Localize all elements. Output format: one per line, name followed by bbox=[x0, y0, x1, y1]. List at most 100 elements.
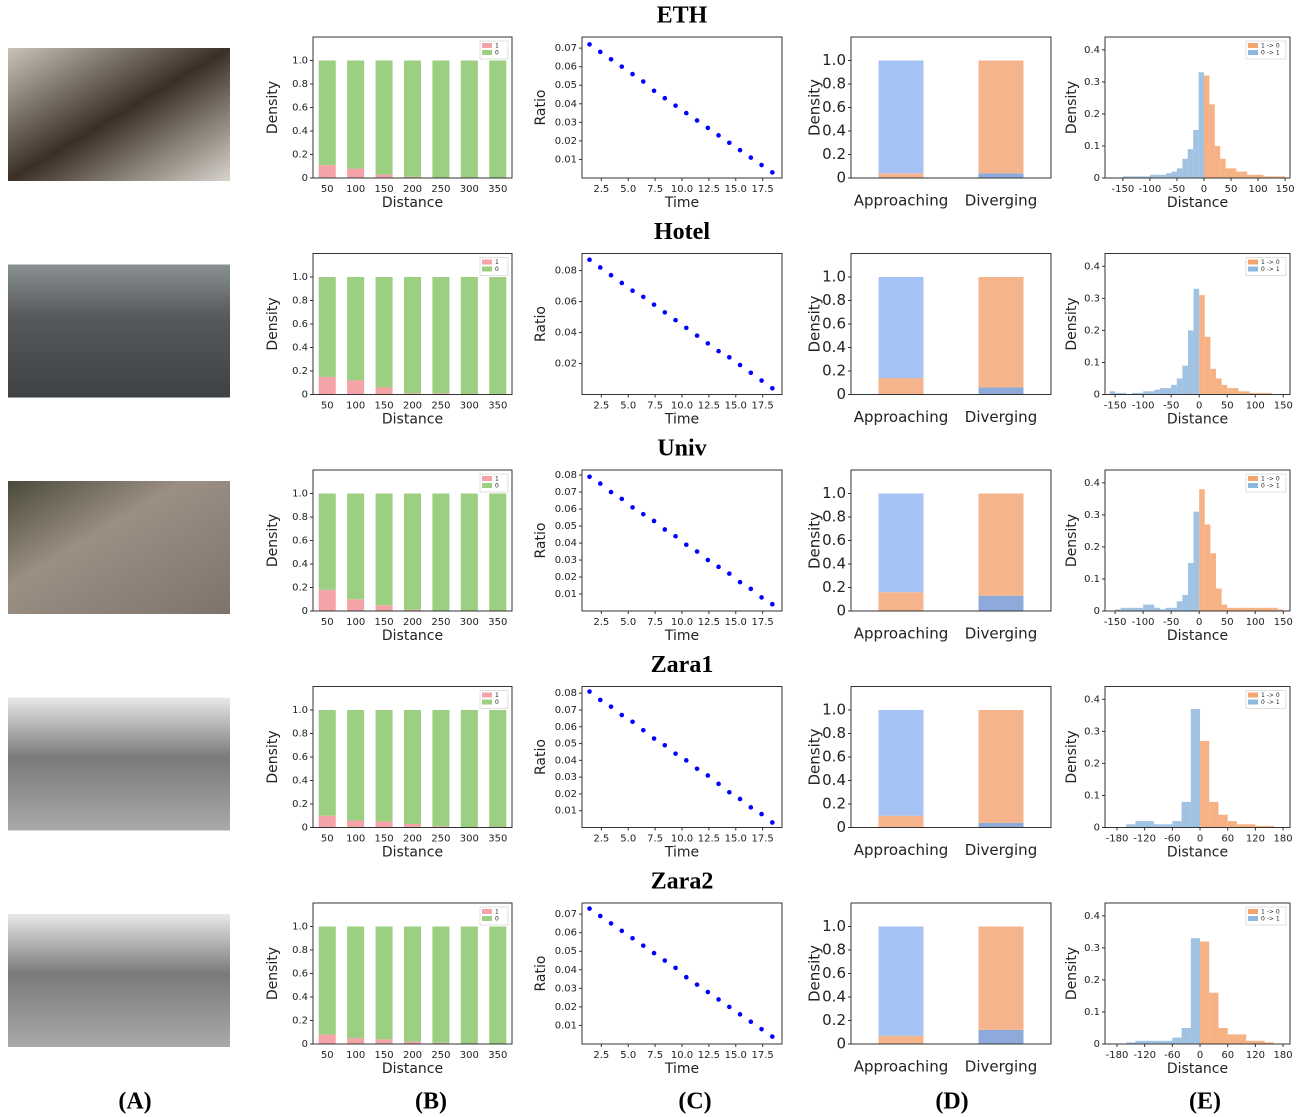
x-tick-label: 100 bbox=[1246, 401, 1265, 412]
y-tick-label: 0.08 bbox=[555, 688, 577, 699]
y-tick-label: 0.02 bbox=[555, 1002, 577, 1013]
y-tick-label: 0.2 bbox=[292, 1016, 308, 1027]
x-tick-label: 15.0 bbox=[725, 401, 747, 412]
scatter-point bbox=[684, 542, 689, 547]
scatter-point bbox=[684, 111, 689, 116]
y-axis-label: Ratio bbox=[533, 306, 549, 342]
y-tick-label: 0.4 bbox=[822, 338, 846, 356]
histogram-bar bbox=[1154, 390, 1160, 395]
x-tick-label: Approaching bbox=[854, 841, 948, 859]
scatter-point bbox=[770, 820, 775, 825]
bar-segment bbox=[376, 387, 393, 394]
x-tick-label: -150 bbox=[1104, 401, 1127, 412]
scatter-point bbox=[759, 595, 764, 600]
x-tick-label: 150 bbox=[375, 184, 394, 195]
scatter-point bbox=[684, 326, 689, 331]
legend-swatch bbox=[1248, 50, 1258, 55]
scatter-point bbox=[706, 341, 711, 346]
legend-swatch bbox=[482, 260, 492, 265]
bar-segment bbox=[319, 816, 336, 828]
bar-segment bbox=[319, 590, 336, 611]
scatter-point bbox=[759, 812, 764, 817]
x-axis-label: Distance bbox=[382, 412, 443, 428]
x-tick-label: 5.0 bbox=[620, 184, 636, 195]
x-axis-label: Distance bbox=[1167, 1061, 1228, 1077]
y-tick-label: 0.2 bbox=[1084, 975, 1100, 986]
y-tick-label: 0.07 bbox=[555, 487, 577, 498]
y-tick-label: 0.05 bbox=[555, 521, 577, 532]
y-tick-label: 0.01 bbox=[555, 806, 577, 817]
bar-segment bbox=[879, 494, 924, 593]
chart-panel: Univ0.010.020.030.040.050.060.070.082.55… bbox=[533, 436, 782, 645]
legend-label: 0 bbox=[495, 50, 499, 57]
y-tick-label: 1.0 bbox=[822, 917, 846, 935]
scatter-point bbox=[662, 96, 667, 101]
bar-segment bbox=[879, 816, 924, 828]
y-axis-label: Density bbox=[265, 947, 281, 1000]
y-tick-label: 0.4 bbox=[292, 992, 308, 1003]
scatter-point bbox=[770, 1034, 775, 1039]
scatter-point bbox=[716, 997, 721, 1002]
y-tick-label: 0.07 bbox=[555, 705, 577, 716]
y-tick-label: 0.05 bbox=[555, 80, 577, 91]
scatter-point bbox=[716, 349, 721, 354]
scatter-point bbox=[641, 943, 646, 948]
scatter-point bbox=[706, 773, 711, 778]
y-tick-label: 0.4 bbox=[292, 559, 308, 570]
histogram-bar bbox=[1172, 821, 1181, 827]
y-tick-label: 0.1 bbox=[1084, 574, 1100, 585]
x-tick-label: 250 bbox=[431, 401, 450, 412]
legend-swatch bbox=[482, 483, 492, 488]
histogram-bar bbox=[1188, 563, 1194, 611]
x-tick-label: -120 bbox=[1133, 834, 1156, 845]
scatter-point bbox=[652, 302, 657, 307]
y-tick-label: 0.2 bbox=[822, 795, 846, 813]
legend-swatch bbox=[482, 916, 492, 921]
x-tick-label: Diverging bbox=[965, 1058, 1037, 1076]
bar-segment bbox=[347, 1038, 364, 1044]
histogram-bar bbox=[1177, 378, 1183, 394]
x-tick-label: 2.5 bbox=[593, 834, 609, 845]
histogram-bar bbox=[1204, 75, 1209, 178]
y-tick-label: 0.3 bbox=[1084, 510, 1100, 521]
scatter-point bbox=[716, 565, 721, 570]
scatter-point bbox=[598, 481, 603, 486]
bar-segment bbox=[376, 174, 393, 178]
y-tick-label: 0 bbox=[302, 606, 308, 617]
histogram-bar bbox=[1199, 72, 1204, 178]
y-tick-label: 0.07 bbox=[555, 909, 577, 920]
chart-panel: Zara10.010.020.030.040.050.060.070.082.5… bbox=[533, 652, 782, 861]
chart-panel: 00.20.40.60.81.0DensityDistance501001502… bbox=[265, 903, 512, 1077]
y-tick-label: 0.1 bbox=[1084, 357, 1100, 368]
histogram-bar bbox=[1166, 173, 1171, 178]
y-tick-label: 0 bbox=[302, 823, 308, 834]
histogram-bar bbox=[1172, 172, 1177, 178]
scatter-point bbox=[609, 57, 614, 62]
histogram-bar bbox=[1231, 168, 1236, 178]
y-axis-label: Density bbox=[806, 295, 824, 352]
legend-label: 1 -> 0 bbox=[1261, 259, 1280, 266]
histogram-bar bbox=[1194, 289, 1200, 395]
scatter-point bbox=[695, 118, 700, 123]
scatter-point bbox=[619, 713, 624, 718]
y-tick-label: 0.05 bbox=[555, 946, 577, 957]
legend-swatch bbox=[482, 476, 492, 481]
scatter-point bbox=[652, 519, 657, 524]
x-tick-label: 50 bbox=[321, 1050, 334, 1061]
scatter-point bbox=[641, 512, 646, 517]
histogram-bar bbox=[1194, 512, 1200, 611]
y-axis-label: Density bbox=[265, 730, 281, 783]
x-tick-label: 17.5 bbox=[752, 617, 774, 628]
y-axis-label: Density bbox=[265, 514, 281, 567]
y-axis-label: Density bbox=[265, 297, 281, 350]
legend-label: 0 bbox=[495, 266, 499, 273]
x-tick-label: 150 bbox=[375, 1050, 394, 1061]
histogram-bar bbox=[1216, 589, 1222, 611]
scatter-point bbox=[630, 505, 635, 510]
bar-segment bbox=[404, 61, 421, 177]
legend-label: 1 bbox=[495, 692, 499, 699]
x-tick-label: 10.0 bbox=[671, 1050, 693, 1061]
legend-label: 1 -> 0 bbox=[1261, 692, 1280, 699]
chart-panel: 00.20.40.60.81.0DensityApproachingDiverg… bbox=[806, 470, 1052, 643]
histogram-bar bbox=[1188, 330, 1194, 394]
